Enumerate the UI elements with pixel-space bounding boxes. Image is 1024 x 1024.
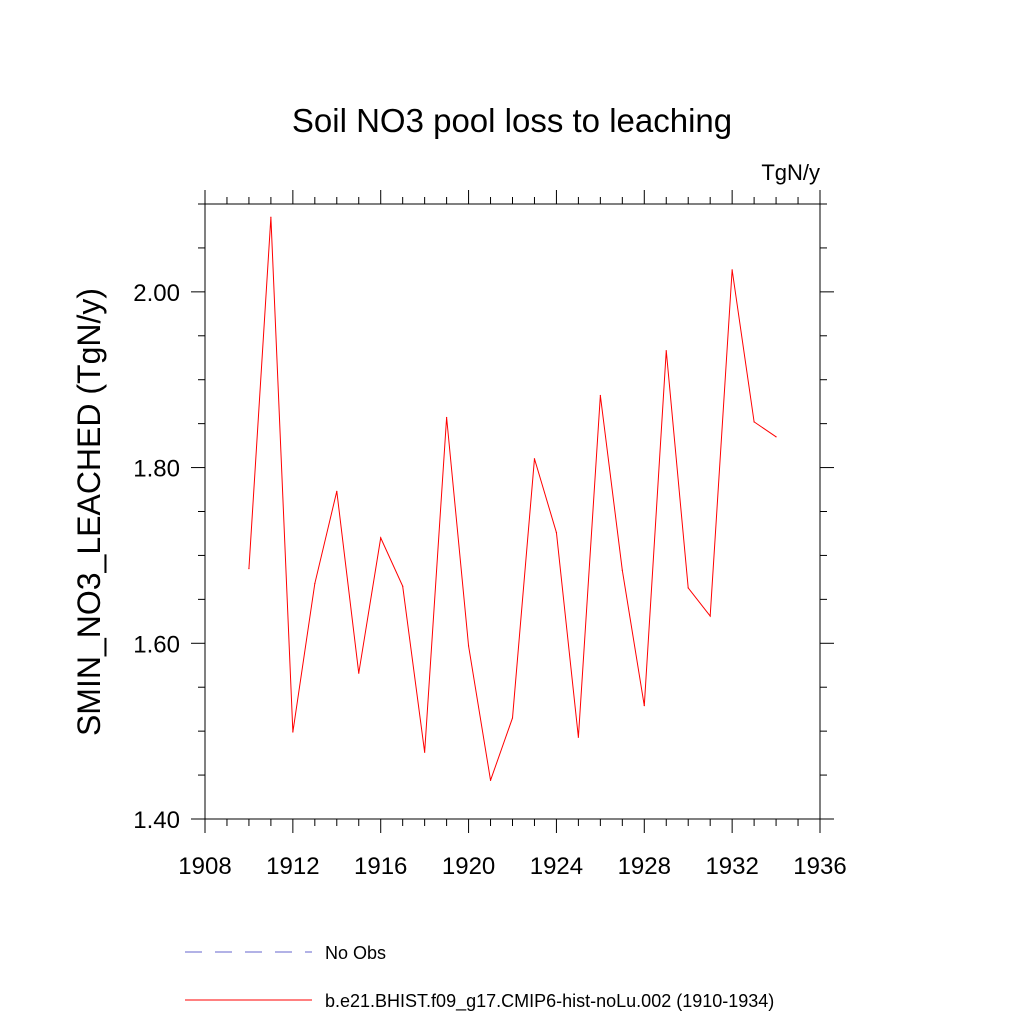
units-label: TgN/y — [761, 160, 820, 185]
data-point — [511, 717, 514, 719]
x-tick-label: 1924 — [530, 853, 583, 880]
data-point — [753, 421, 755, 423]
x-tick-label: 1908 — [178, 853, 231, 880]
axis-ticks — [191, 190, 834, 833]
series-layer — [248, 216, 777, 781]
axis-tick-labels: 1908 1912 1916 1920 1924 1928 1932 1936 1.40 1.60… — [133, 280, 846, 880]
legend-label: No Obs — [325, 943, 386, 963]
data-point — [533, 458, 536, 460]
data-point — [402, 585, 404, 587]
y-axis-label: SMIN_NO3_LEACHED (TgN/y) — [71, 288, 107, 736]
x-tick-label: 1916 — [354, 853, 407, 880]
data-point — [555, 531, 558, 534]
data-point — [687, 587, 689, 589]
y-tick-label: 1.60 — [133, 631, 180, 658]
data-point — [621, 569, 623, 571]
x-tick-label: 1912 — [266, 853, 319, 880]
chart-title: Soil NO3 pool loss to leaching — [292, 102, 732, 139]
data-point — [380, 537, 382, 539]
data-point — [775, 436, 777, 438]
data-point — [489, 779, 492, 781]
data-point — [643, 705, 645, 707]
data-point — [731, 269, 733, 271]
data-point — [248, 568, 250, 570]
data-point — [446, 416, 448, 419]
legend-label: b.e21.BHIST.f09_g17.CMIP6-hist-noLu.002 … — [325, 991, 774, 1012]
data-point — [358, 672, 360, 674]
x-tick-label: 1936 — [793, 853, 846, 880]
data-point — [665, 350, 667, 352]
data-point — [599, 394, 601, 397]
data-point — [424, 751, 426, 753]
legend: No Obs b.e21.BHIST.f09_g17.CMIP6-hist-noL… — [185, 943, 774, 1012]
data-point — [577, 736, 579, 738]
data-point — [709, 615, 711, 617]
x-tick-label: 1932 — [705, 853, 758, 880]
x-tick-label: 1920 — [442, 853, 495, 880]
data-point — [270, 216, 272, 218]
data-point — [336, 490, 338, 492]
data-point — [467, 645, 470, 647]
series-line — [248, 217, 777, 781]
x-tick-label: 1928 — [618, 853, 671, 880]
data-point — [314, 582, 316, 585]
y-tick-label: 2.00 — [133, 280, 180, 307]
data-point — [292, 731, 294, 733]
y-tick-label: 1.80 — [133, 456, 180, 483]
plot-frame — [204, 203, 821, 820]
y-tick-label: 1.40 — [133, 807, 180, 834]
